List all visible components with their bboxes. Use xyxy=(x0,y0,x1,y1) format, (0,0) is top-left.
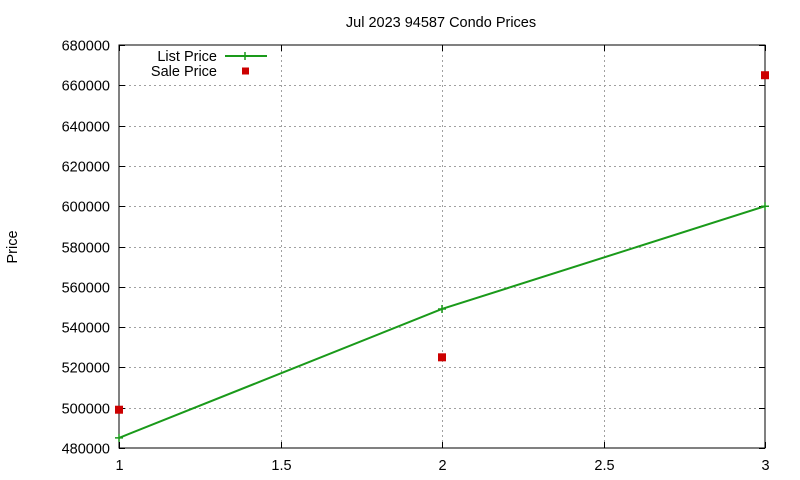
legend-label-list-price: List Price xyxy=(157,49,217,65)
x-tick-label: 1.5 xyxy=(271,458,291,474)
x-tick-label: 1 xyxy=(115,458,123,474)
y-tick-label: 620000 xyxy=(62,160,110,176)
y-tick-label: 640000 xyxy=(62,120,110,136)
y-tick-label: 520000 xyxy=(62,361,110,377)
y-axis-label: Price xyxy=(5,230,21,263)
y-tick-label: 560000 xyxy=(62,281,110,297)
sale-price-marker xyxy=(438,353,446,362)
sale-price-marker xyxy=(761,71,769,80)
legend-square-marker xyxy=(242,67,249,75)
sale-price-marker xyxy=(115,405,123,414)
y-tick-label: 480000 xyxy=(62,442,110,458)
list-price-marker xyxy=(115,433,123,442)
y-tick-label: 580000 xyxy=(62,241,110,257)
legend: List Price Sale Price xyxy=(151,49,267,80)
y-tick-label: 660000 xyxy=(62,79,110,95)
axes: 480000 500000 520000 540000 560000 580000 6000… xyxy=(62,39,770,475)
x-tick-label: 2.5 xyxy=(594,458,614,474)
y-tick-label: 600000 xyxy=(62,200,110,216)
series-layer xyxy=(115,71,769,442)
legend-plus-marker xyxy=(241,52,249,60)
chart-title: Jul 2023 94587 Condo Prices xyxy=(346,15,536,31)
x-tick-label: 3 xyxy=(761,458,769,474)
list-price-marker xyxy=(438,304,446,313)
y-tick-label: 540000 xyxy=(62,321,110,337)
list-price-marker xyxy=(761,202,769,211)
y-tick-label: 680000 xyxy=(62,39,110,55)
legend-label-sale-price: Sale Price xyxy=(151,64,217,80)
y-tick-label: 500000 xyxy=(62,402,110,418)
grid xyxy=(119,45,765,448)
x-tick-label: 2 xyxy=(438,458,446,474)
